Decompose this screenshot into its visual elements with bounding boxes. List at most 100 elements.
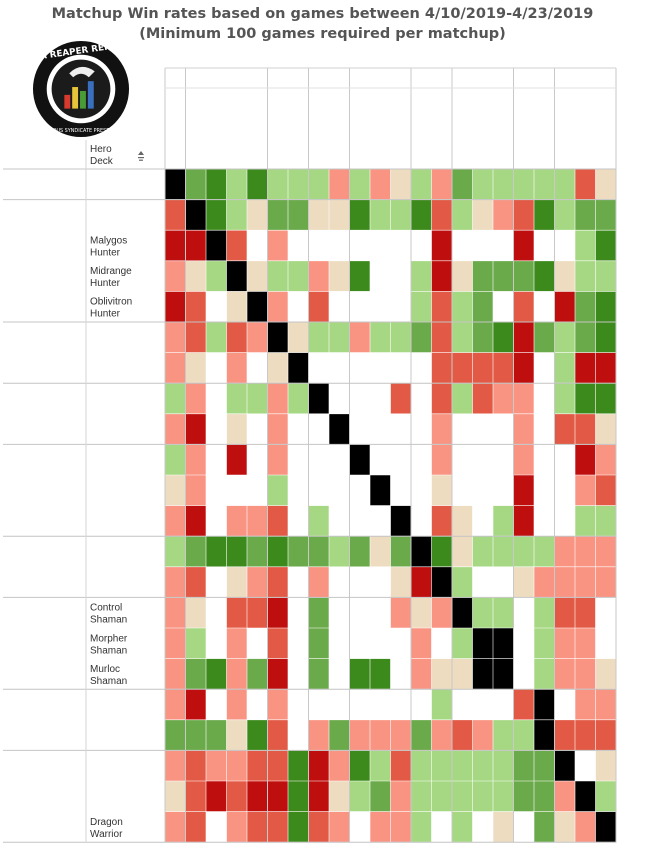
heatmap-cell [452,536,473,567]
heatmap-cell [452,628,473,659]
heatmap-cell [534,230,555,261]
heatmap-cell [534,750,555,781]
sort-icon [138,151,144,155]
heatmap-cell [329,475,350,506]
heatmap-cell [575,689,596,720]
heatmap-cell [514,597,535,628]
heatmap-cell [534,261,555,292]
heatmap-cell [596,230,617,261]
heatmap-cell [514,750,535,781]
heatmap-cell [452,567,473,598]
heatmap-cell [206,475,227,506]
heatmap-cell [514,169,535,200]
heatmap-cell [575,414,596,445]
heatmap-cell [227,536,248,567]
heatmap-cell [350,383,371,414]
heatmap-cell [186,536,207,567]
heatmap-cell [227,689,248,720]
heatmap-cell [391,200,412,231]
heatmap-cell [575,628,596,659]
heatmap-cell [186,567,207,598]
heatmap-cell [247,750,268,781]
heatmap-cell [555,781,576,812]
heatmap-cell [370,475,391,506]
heatmap-cell [432,230,453,261]
heatmap-cell [370,750,391,781]
heatmap-cell [493,597,514,628]
heatmap-cell [493,659,514,690]
heatmap-cell [206,322,227,353]
heatmap-cell [227,261,248,292]
heatmap-cell [227,597,248,628]
heatmap-cell [288,750,309,781]
heatmap-cell [452,383,473,414]
heatmap-cell [206,200,227,231]
heatmap-cell [391,750,412,781]
heatmap-cell [329,720,350,751]
heatmap-cell [575,322,596,353]
heatmap-cell [514,628,535,659]
heatmap-cell [268,506,289,537]
heatmap-cell [288,261,309,292]
heatmap-cell [514,506,535,537]
heatmap-cell [411,781,432,812]
heatmap-cell [247,475,268,506]
heatmap-cell [575,720,596,751]
heatmap-cell [514,383,535,414]
heatmap-cell [268,169,289,200]
heatmap-cell [432,597,453,628]
heatmap-cell [350,414,371,445]
heatmap-cell [165,322,186,353]
heatmap-cell [411,291,432,322]
heatmap-cell [514,230,535,261]
heatmap-cell [268,750,289,781]
heatmap-cell [432,353,453,384]
heatmap-cell [493,230,514,261]
heatmap-cell [555,322,576,353]
heatmap-cell [411,475,432,506]
heatmap-cell [411,414,432,445]
heatmap-cell [288,628,309,659]
heatmap-cell [165,169,186,200]
heatmap-cell [247,322,268,353]
heatmap-cell [350,230,371,261]
heatmap-cell [288,659,309,690]
heatmap-cell [555,200,576,231]
heatmap-cell [514,353,535,384]
heatmap-cell [514,200,535,231]
heatmap-cell [493,169,514,200]
heatmap-cell [575,536,596,567]
heatmap-cell [493,781,514,812]
heatmap-cell [432,812,453,843]
heatmap-cell [391,567,412,598]
heatmap-cell [514,781,535,812]
heatmap-cell [165,200,186,231]
heatmap-cell [309,720,330,751]
heatmap-cell [329,812,350,843]
heatmap-cell [247,291,268,322]
heatmap-cell [411,597,432,628]
heatmap-cell [596,781,617,812]
heatmap-cell [288,536,309,567]
heatmap-cell [268,781,289,812]
heatmap-cell [370,689,391,720]
heatmap-cell [473,536,494,567]
heatmap-cell [350,291,371,322]
heatmap-cell [309,353,330,384]
heatmap-cell [596,597,617,628]
heatmap-cell [309,414,330,445]
heatmap-cell [514,536,535,567]
row-label: Malygos Hunter [90,236,127,259]
heatmap-cell [247,781,268,812]
heatmap-cell [165,659,186,690]
heatmap-cell [411,659,432,690]
heatmap-cell [370,506,391,537]
heatmap-cell [514,444,535,475]
heatmap-cell [432,475,453,506]
heatmap-cell [288,169,309,200]
heatmap-cell [555,812,576,843]
heatmap-cell [555,230,576,261]
heatmap-cell [391,353,412,384]
heatmap-cell [206,689,227,720]
heatmap-cell [227,414,248,445]
